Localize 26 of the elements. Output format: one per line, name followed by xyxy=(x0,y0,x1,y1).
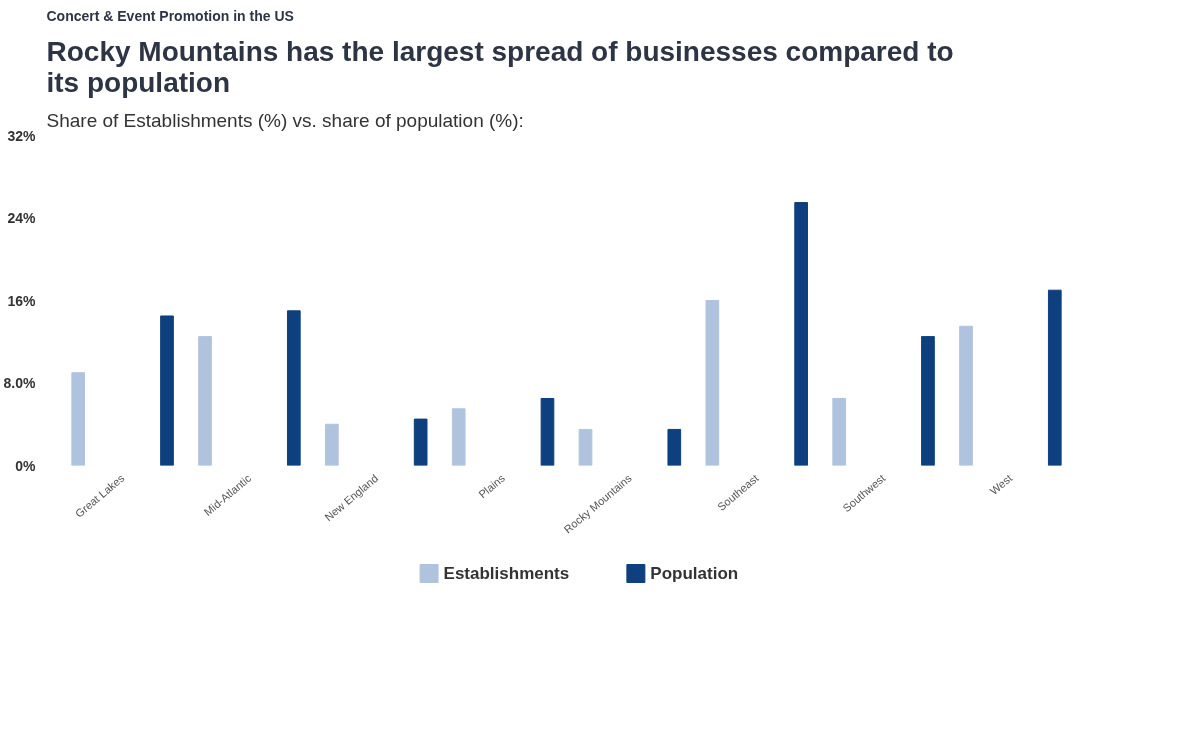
bar xyxy=(160,315,174,466)
y-tick-label: 32% xyxy=(7,127,37,144)
y-tick-label: 0% xyxy=(15,457,37,474)
y-tick-label: 16% xyxy=(7,292,37,309)
chart-title: Rocky Mountains has the largest spread of businesses compared to its population xyxy=(46,35,954,98)
bar xyxy=(832,397,847,466)
legend-label: Establishments xyxy=(443,564,570,583)
bar xyxy=(921,336,935,466)
bar xyxy=(451,408,466,466)
bar xyxy=(794,202,808,466)
bar xyxy=(959,325,973,466)
bar xyxy=(578,428,593,466)
bar xyxy=(1047,289,1062,466)
bar xyxy=(198,336,212,466)
text: Concert & Event Promotion in the US xyxy=(46,7,294,24)
bar xyxy=(705,300,720,466)
y-tick-label: 8.0% xyxy=(3,375,37,391)
bar xyxy=(667,428,682,466)
bar xyxy=(413,418,428,466)
bar xyxy=(540,397,555,466)
bar xyxy=(286,310,301,466)
legend-label: Population xyxy=(650,564,739,583)
bar xyxy=(325,423,339,466)
chart-subtitle: Share of Establishments (%) vs. share of population (%): xyxy=(46,109,524,131)
bar xyxy=(71,372,86,466)
y-tick-label: 24% xyxy=(7,210,37,226)
